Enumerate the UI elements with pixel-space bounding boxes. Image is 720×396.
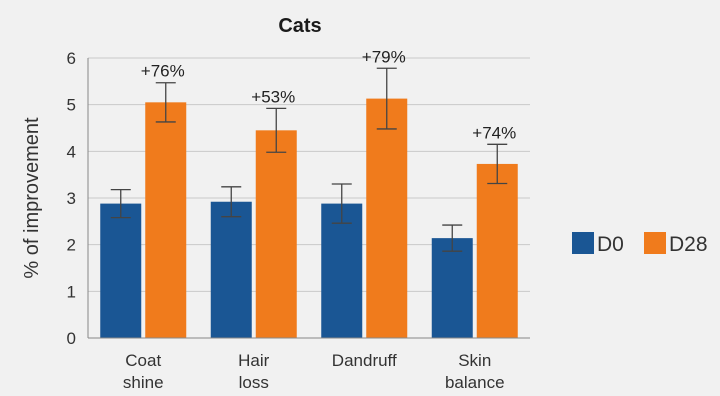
y-axis-label: % of improvement (21, 117, 43, 279)
error-bar (487, 143, 508, 185)
y-tick-label: 1 (67, 282, 76, 301)
bar-d0 (210, 201, 252, 338)
error-bar (155, 82, 176, 123)
legend-item-d28: D28 (644, 232, 708, 256)
bar-d28 (255, 130, 297, 338)
improvement-label: +76% (141, 62, 185, 81)
improvement-label: +74% (472, 123, 516, 142)
bar-d0 (321, 203, 363, 338)
y-tick-label: 3 (67, 189, 76, 208)
legend: D0 D28 (572, 232, 708, 256)
x-tick-label: Dandruff (332, 351, 397, 370)
bar-d28 (145, 102, 187, 338)
x-tick-label: Coat (125, 351, 161, 370)
error-bar (221, 186, 242, 218)
x-tick-label: Hair (238, 351, 270, 370)
bars (100, 98, 518, 338)
x-tick-label: shine (123, 373, 164, 392)
y-tick-label: 0 (67, 329, 76, 348)
legend-swatch (644, 232, 666, 254)
bar-d0 (431, 238, 473, 338)
legend-item-d0: D0 (572, 232, 624, 256)
chart-title: Cats (278, 15, 321, 37)
improvement-label: +53% (251, 87, 295, 106)
y-tick-label: 2 (67, 236, 76, 255)
x-tick-label: Skin (458, 351, 491, 370)
legend-swatch (572, 232, 594, 254)
x-tick-label: balance (445, 373, 505, 392)
bar-d0 (100, 203, 142, 338)
error-bar (266, 107, 287, 153)
bar-d28 (366, 98, 408, 338)
y-tick-label: 4 (67, 142, 76, 161)
data-annotations: +76% +53% +79% +74% (141, 47, 516, 142)
y-tick-label: 6 (67, 49, 76, 68)
y-tick-label: 5 (67, 96, 76, 115)
error-bar (442, 224, 463, 252)
error-bar (110, 188, 131, 219)
error-bars (110, 67, 508, 252)
error-bar (331, 183, 352, 224)
error-bar (376, 67, 397, 130)
bar-d28 (476, 163, 518, 338)
y-axis-ticks: 0 1 2 3 4 5 6 (67, 49, 76, 348)
legend-label: D0 (597, 233, 624, 256)
improvement-label: +79% (362, 47, 406, 66)
x-tick-label: loss (239, 373, 269, 392)
legend-label: D28 (669, 233, 708, 256)
x-axis-ticks: Coat shine Hair loss Dandruff Skin balance (123, 351, 505, 392)
